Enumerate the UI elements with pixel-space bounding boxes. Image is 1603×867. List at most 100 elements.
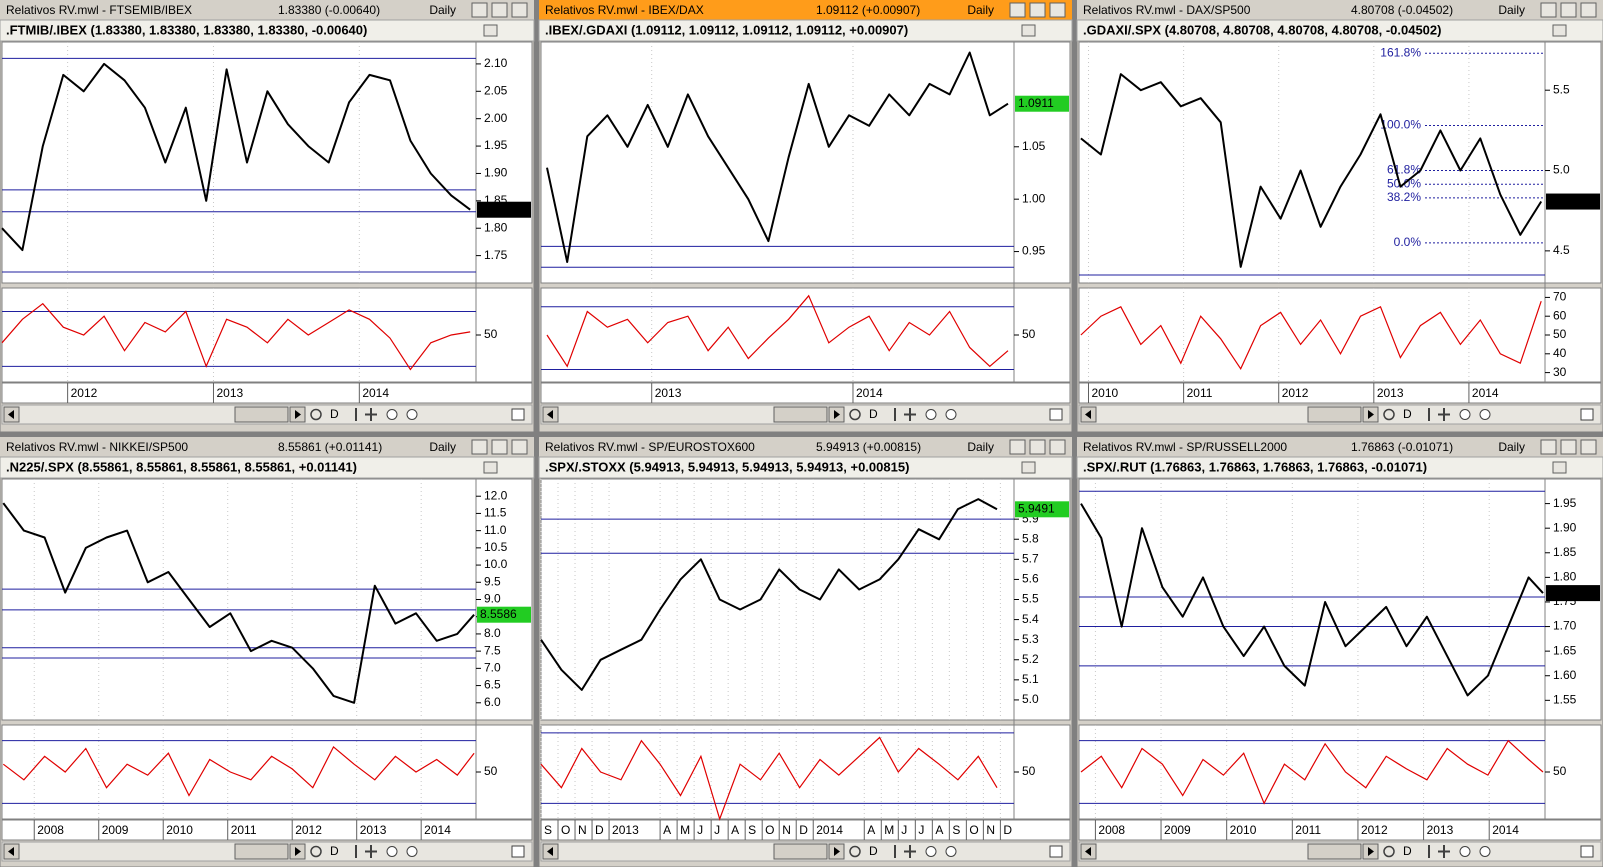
window-button[interactable]	[491, 2, 508, 18]
window-button[interactable]	[1560, 439, 1577, 455]
window-button[interactable]	[511, 2, 528, 18]
tool-move[interactable]	[904, 408, 916, 421]
window-button[interactable]	[1049, 2, 1066, 18]
period: Daily	[967, 3, 994, 17]
chart-window: Relativos RV.mwl - NIKKEI/SP500 8.55861 (…	[0, 436, 535, 867]
window-button[interactable]	[491, 439, 508, 455]
tool-zoom-in[interactable]	[1479, 846, 1491, 857]
last-value-box	[1015, 501, 1069, 518]
legend: .FTMIB/.IBEX (1.83380, 1.83380, 1.83380,…	[6, 22, 367, 37]
tool-zoom-out[interactable]	[1459, 846, 1471, 857]
pane-button[interactable]	[1552, 461, 1567, 474]
pane-button[interactable]	[483, 461, 498, 474]
tool-move[interactable]	[904, 845, 916, 858]
last-value-label: 1.0911	[1018, 96, 1054, 110]
tool-zoom-in[interactable]	[945, 409, 957, 420]
tool-menu[interactable]	[1049, 408, 1063, 421]
osc-pane	[1078, 724, 1602, 820]
x-tick-label: D	[1003, 823, 1012, 837]
window-button[interactable]	[471, 439, 488, 455]
scroll-thumb[interactable]	[234, 406, 289, 423]
window-button[interactable]	[471, 2, 488, 18]
scroll-thumb[interactable]	[773, 406, 828, 423]
tool-zoom-in[interactable]	[406, 409, 418, 420]
window-button[interactable]	[1009, 2, 1026, 18]
tool-zoom-in[interactable]	[1479, 409, 1491, 420]
pane-button[interactable]	[483, 24, 498, 37]
window-button[interactable]	[1049, 439, 1066, 455]
tool-menu[interactable]	[1049, 845, 1063, 858]
arrow-left	[8, 410, 14, 419]
tool-refresh[interactable]	[849, 845, 861, 858]
y-tick-label: 1.85	[1553, 545, 1577, 559]
tool-label[interactable]: D	[869, 407, 878, 421]
window-button[interactable]	[1560, 2, 1577, 18]
window-button[interactable]	[1580, 2, 1597, 18]
tool-move[interactable]	[365, 408, 377, 421]
tool-zoom-out[interactable]	[386, 846, 398, 857]
tool-zoom-out[interactable]	[1459, 409, 1471, 420]
arrow-right	[1368, 410, 1374, 419]
tool-zoom-in[interactable]	[406, 846, 418, 857]
y-tick-label: 7.0	[484, 661, 501, 675]
tool-zoom-out[interactable]	[925, 409, 937, 420]
scroll-thumb[interactable]	[234, 843, 289, 860]
y-tick-label: 5.1	[1022, 672, 1039, 686]
tool-menu[interactable]	[1580, 408, 1594, 421]
tool-move[interactable]	[1438, 845, 1450, 858]
pane-button[interactable]	[1021, 24, 1036, 37]
tool-label[interactable]: D	[1403, 407, 1412, 421]
chart-window: Relativos RV.mwl - SP/RUSSELL2000 1.76863…	[1076, 436, 1603, 867]
window-button[interactable]	[511, 439, 528, 455]
y-tick-label: 5.8	[1022, 531, 1039, 545]
tool-label[interactable]: D	[1403, 844, 1412, 858]
x-tick-label: 2008	[1098, 823, 1125, 837]
pane-button[interactable]	[1552, 24, 1567, 37]
tool-label[interactable]: D	[869, 844, 878, 858]
quote: 4.80708 (-0.04502)	[1351, 3, 1453, 17]
y-tick-label: 1.05	[1022, 139, 1046, 153]
scroll-thumb[interactable]	[773, 843, 828, 860]
window-button[interactable]	[1540, 439, 1557, 455]
tool-menu[interactable]	[511, 845, 525, 858]
window-button[interactable]	[1029, 2, 1046, 18]
tool-label[interactable]: D	[330, 844, 339, 858]
window-button[interactable]	[1580, 439, 1597, 455]
price-line	[546, 51, 1009, 263]
y-tick-label: 0.95	[1022, 244, 1046, 258]
tool-refresh[interactable]	[310, 408, 322, 421]
legend-bar	[0, 456, 535, 479]
x-tick-label: 2012	[1361, 823, 1388, 837]
chart-window: Relativos RV.mwl - DAX/SP500 4.80708 (-0.…	[1076, 0, 1603, 433]
legend-bar	[1076, 19, 1603, 42]
pane-button[interactable]	[1021, 461, 1036, 474]
tool-zoom-in[interactable]	[945, 846, 957, 857]
y-tick-label: 5.4	[1022, 612, 1039, 626]
tool-move[interactable]	[1438, 408, 1450, 421]
tool-refresh[interactable]	[310, 845, 322, 858]
tool-menu[interactable]	[1580, 845, 1594, 858]
tool-refresh[interactable]	[849, 408, 861, 421]
window-title: Relativos RV.mwl - SP/EUROSTOX600	[545, 440, 755, 454]
scroll-thumb[interactable]	[1307, 406, 1362, 423]
x-tick-label: N	[782, 823, 791, 837]
window-button[interactable]	[1009, 439, 1026, 455]
tool-refresh[interactable]	[1383, 845, 1395, 858]
window-button[interactable]	[1029, 439, 1046, 455]
x-tick-label: A	[663, 823, 671, 837]
tool-refresh[interactable]	[1383, 408, 1395, 421]
tool-label[interactable]: D	[330, 407, 339, 421]
x-tick-label: M	[884, 823, 894, 837]
tool-zoom-out[interactable]	[925, 846, 937, 857]
y-tick-label: 11.0	[484, 523, 507, 537]
tool-move[interactable]	[365, 845, 377, 858]
x-tick-label: J	[714, 823, 720, 837]
osc-y-tick-label: 50	[484, 327, 498, 341]
scroll-thumb[interactable]	[1307, 843, 1362, 860]
tool-zoom-out[interactable]	[386, 409, 398, 420]
arrow-right	[295, 410, 301, 419]
tool-menu[interactable]	[511, 408, 525, 421]
window-button[interactable]	[1540, 2, 1557, 18]
chart-window: Relativos RV.mwl - SP/EUROSTOX600 5.94913…	[538, 436, 1073, 867]
